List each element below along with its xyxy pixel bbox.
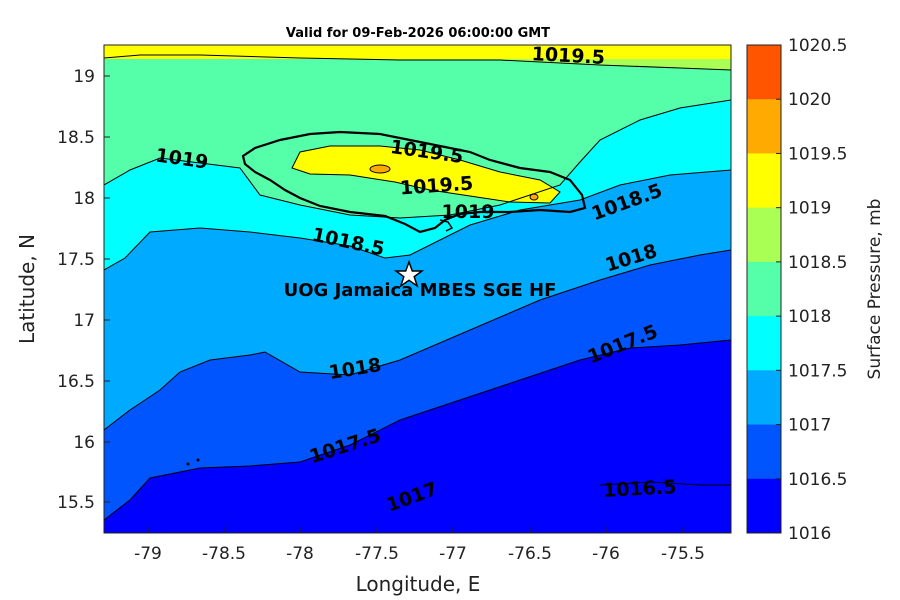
site-star-icon (393, 259, 425, 288)
colorbar-swatch (747, 370, 781, 426)
y-tick-label: 18 (73, 189, 95, 209)
contour-lines (104, 54, 731, 521)
coast-islet (439, 219, 454, 232)
colorbar (747, 45, 781, 534)
x-tick-label: -76.5 (508, 544, 552, 564)
colorbar-tick-label: 1017.5 (788, 361, 847, 381)
colorbar-swatch (747, 207, 781, 263)
contour-label: 1019.5 (399, 172, 474, 199)
x-tick-label: -77 (439, 544, 467, 564)
y-tick-labels: 19 18.5 18 17.5 17 16.5 16 15.5 (57, 67, 95, 513)
y-tick-label: 16.5 (57, 372, 95, 392)
x-tick-labels: -79 -78.5 -78 -77.5 -77 -76.5 -76 -75.5 (134, 544, 705, 564)
colorbar-swatch (747, 45, 781, 100)
x-tick-label: -78 (286, 544, 314, 564)
y-tick-label: 15.5 (57, 493, 95, 513)
islet-dot-1 (186, 462, 190, 466)
colorbar-tick-label: 1019.5 (788, 144, 847, 164)
colorbar-swatch (747, 478, 781, 534)
colorbar-tick-label: 1018.5 (788, 253, 847, 273)
colorbar-swatch (747, 316, 781, 371)
colorbar-tick-label: 1020 (788, 90, 831, 110)
colorbar-swatch (747, 99, 781, 154)
contour-label: 1016.5 (602, 476, 676, 502)
band-1019.5-1020-top (104, 45, 731, 59)
x-tick-label: -78.5 (202, 544, 246, 564)
x-tick-label: -75.5 (661, 544, 705, 564)
colorbar-tick-label: 1020.5 (788, 36, 847, 56)
site-label: UOG Jamaica MBES SGE HF (284, 280, 557, 301)
islet-dot-2 (196, 458, 200, 462)
y-tick-label: 17.5 (57, 250, 95, 270)
colorbar-swatch (747, 424, 781, 480)
colorbar-tick-label: 1018 (788, 307, 831, 327)
y-tick-label: 18.5 (57, 128, 95, 148)
jamaica-coastline (241, 130, 587, 234)
colorbar-swatch (747, 261, 781, 317)
y-axis-label: Latitude, N (15, 234, 39, 344)
colorbar-ticks: 1020.5 1020 1019.5 1019 1018.5 1018 1017.5 1017… (776, 36, 847, 544)
x-axis-label: Longitude, E (356, 572, 481, 596)
x-tick-label: -77.5 (355, 544, 399, 564)
colorbar-tick-label: 1016 (788, 524, 831, 544)
y-tick-label: 16 (73, 433, 95, 453)
x-axis (147, 527, 684, 533)
colorbar-frame (746, 44, 782, 534)
colorbar-label: Surface Pressure, mb (865, 199, 885, 380)
plot-frame (103, 44, 732, 534)
band-1018.5-1019 (104, 45, 731, 533)
y-axis (104, 75, 110, 503)
colorbar-tick-label: 1019 (788, 199, 831, 219)
band-1019.5-1020-center (292, 146, 560, 203)
colorbar-tick-label: 1016.5 (788, 470, 847, 490)
x-tick-label: -76 (592, 544, 620, 564)
contour-label: 1019 (442, 201, 495, 223)
y-tick-label: 17 (73, 311, 95, 331)
colorbar-tick-label: 1017 (788, 416, 831, 436)
y-tick-label: 19 (73, 67, 95, 87)
colorbar-swatch (747, 153, 781, 209)
x-tick-label: -79 (134, 544, 162, 564)
figure-title: Valid for 09-Feb-2026 06:00:00 GMT (286, 26, 550, 41)
contour-label: 1019.5 (531, 43, 605, 69)
high-blob-1 (369, 164, 391, 174)
